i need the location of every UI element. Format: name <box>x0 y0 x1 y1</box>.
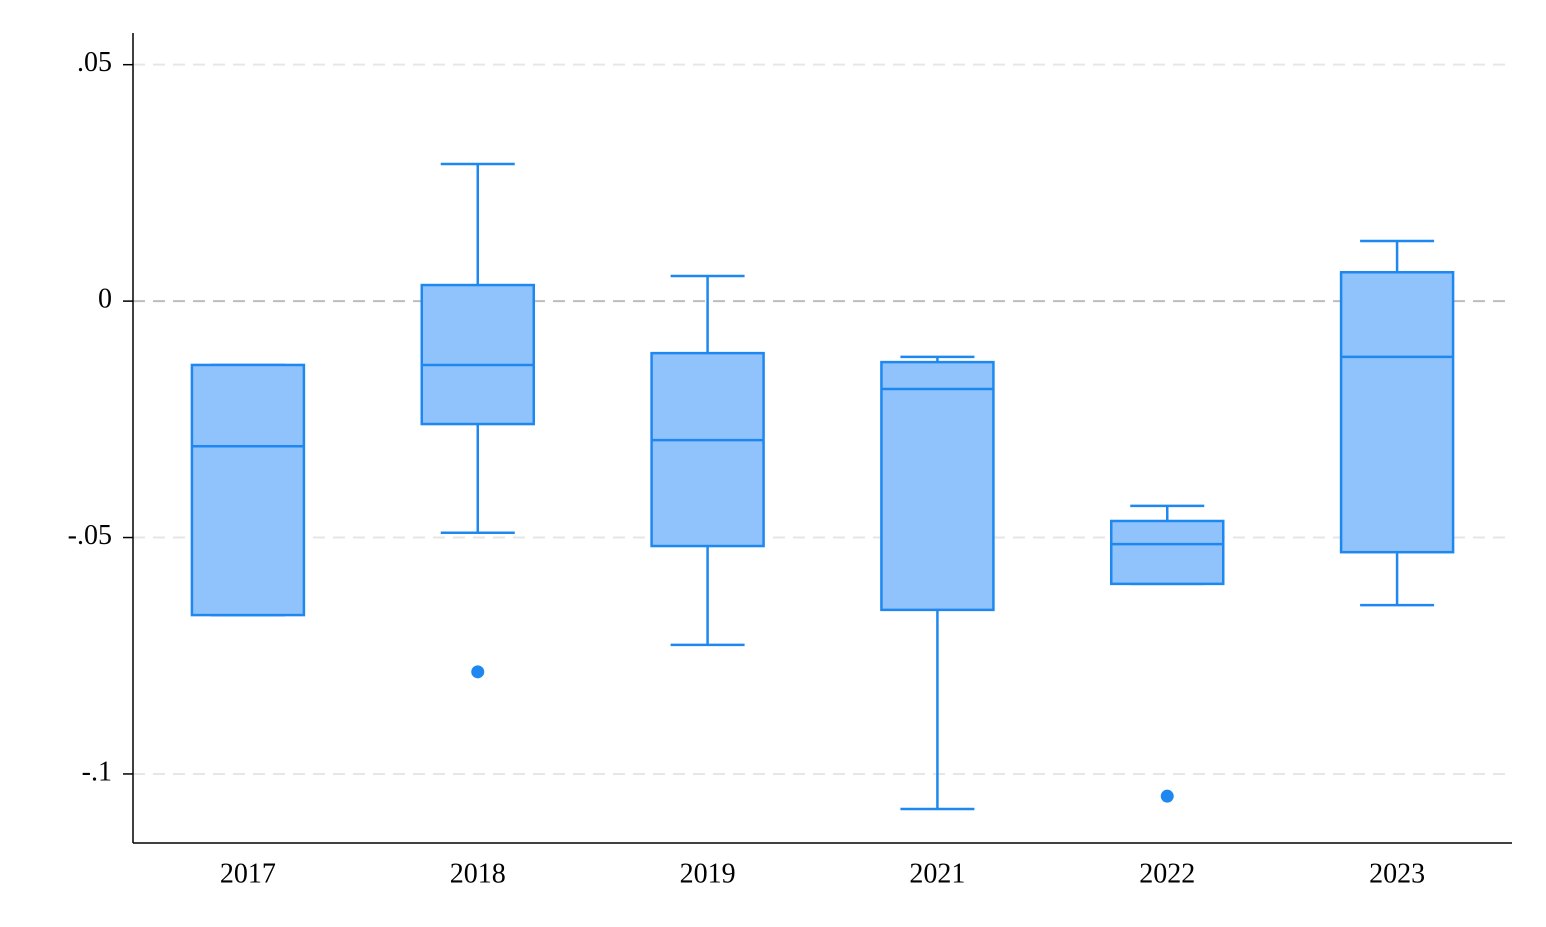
box <box>650 351 765 548</box>
outlier <box>1160 789 1174 803</box>
x-tick-label: 2023 <box>1369 858 1425 889</box>
y-tick-label: -.1 <box>82 756 112 787</box>
x-tick-label: 2018 <box>450 858 506 889</box>
y-tick-label: 0 <box>98 284 112 315</box>
y-tick-label: -.05 <box>68 520 112 551</box>
x-tick-label: 2022 <box>1139 858 1195 889</box>
box <box>190 363 306 617</box>
x-tick-label: 2017 <box>220 858 276 889</box>
box <box>1110 519 1225 586</box>
box <box>880 360 995 612</box>
box <box>1339 271 1455 554</box>
outlier <box>471 665 485 679</box>
x-tick-label: 2021 <box>909 858 965 889</box>
y-tick-label: .05 <box>77 47 112 78</box>
box <box>420 283 535 426</box>
x-tick-label: 2019 <box>680 858 736 889</box>
